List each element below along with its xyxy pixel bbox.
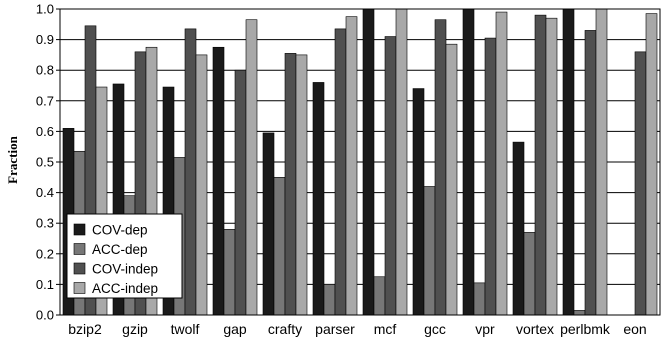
bar-acc-dep-vortex (523, 232, 536, 316)
y-tick-label: 0.9 (36, 32, 54, 47)
bar-cov-indep-twolf (184, 28, 197, 316)
bar-cov-dep-vortex (512, 141, 525, 316)
x-category-label: gzip (122, 321, 148, 337)
y-tick-label: 1.0 (36, 2, 54, 17)
bar-cov-indep-eon (634, 51, 647, 316)
bar-acc-dep-gap (223, 229, 236, 316)
bar-acc-dep-mcf (373, 276, 386, 316)
bar-cov-indep-gcc (434, 19, 447, 316)
y-tick-label: 0.0 (36, 308, 54, 323)
bar-acc-dep-vpr (473, 282, 486, 316)
bar-cov-dep-gcc (412, 88, 425, 316)
y-tick-label: 0.8 (36, 63, 54, 78)
bar-acc-dep-gcc (423, 186, 436, 316)
y-axis-ticks: 0.0 0.1 0.2 0.3 0.4 0.5 0.6 0.7 0.8 0.9 1.0 (36, 2, 60, 323)
x-category-label: vortex (516, 321, 554, 337)
y-tick-label: 0.4 (36, 185, 54, 200)
bar-cov-indep-gap (234, 69, 247, 316)
bar-cov-indep-vortex (534, 14, 547, 316)
x-category-label: bzip2 (68, 321, 102, 337)
y-tick-label: 0.6 (36, 124, 54, 139)
legend-label: COV-indep (92, 262, 158, 277)
bar-cov-dep-mcf (362, 8, 375, 316)
bar-cov-dep-perlbmk (562, 8, 575, 316)
bar-acc-indep-gcc (445, 43, 458, 316)
x-category-label: crafty (268, 321, 302, 337)
legend-box (66, 213, 183, 299)
bar-acc-indep-gap (245, 19, 258, 316)
y-tick-label: 0.2 (36, 246, 54, 261)
legend-label: ACC-dep (92, 242, 148, 257)
bar-cov-indep-parser (334, 28, 347, 316)
bar-acc-indep-eon (645, 13, 658, 316)
x-category-label: gap (223, 321, 247, 337)
x-category-label: gcc (424, 321, 446, 337)
bar-cov-indep-mcf (384, 36, 397, 316)
bar-acc-dep-crafty (273, 177, 286, 316)
bar-acc-indep-vortex (545, 17, 558, 316)
bar-cov-dep-vpr (462, 8, 475, 316)
x-axis-categories: bzip2 gzip twolf gap crafty parser mcf gcc vpr vo… (68, 321, 646, 337)
y-axis-label: Fraction (5, 135, 20, 183)
x-category-label: parser (315, 321, 355, 337)
x-category-label: eon (623, 321, 646, 337)
bar-acc-indep-perlbmk (595, 8, 608, 316)
legend: COV-dep ACC-dep COV-indep ACC-indep (66, 213, 183, 299)
bar-cov-indep-crafty (284, 53, 297, 316)
y-tick-label: 0.5 (36, 155, 54, 170)
bar-acc-dep-perlbmk (573, 310, 586, 316)
x-category-label: mcf (374, 321, 397, 337)
legend-swatch (73, 243, 86, 255)
x-category-label: twolf (171, 321, 200, 337)
legend-swatch (73, 262, 86, 275)
y-tick-label: 0.3 (36, 216, 54, 231)
legend-label: ACC-indep (92, 281, 158, 296)
bar-cov-dep-gap (212, 46, 225, 316)
bar-acc-indep-twolf (195, 54, 208, 316)
legend-swatch (73, 223, 86, 236)
bar-cov-dep-crafty (262, 132, 275, 316)
bar-acc-indep-parser (345, 16, 358, 316)
bar-acc-indep-crafty (295, 54, 308, 316)
y-tick-label: 0.7 (36, 93, 54, 108)
legend-swatch (73, 282, 86, 294)
legend-label: COV-dep (92, 223, 148, 238)
bar-cov-indep-vpr (484, 37, 497, 316)
x-category-label: vpr (475, 321, 495, 337)
x-category-label: perlbmk (560, 321, 611, 337)
bar-cov-indep-perlbmk (584, 30, 597, 316)
y-tick-label: 0.1 (36, 277, 54, 292)
bar-acc-indep-mcf (395, 8, 408, 316)
bar-acc-dep-parser (323, 284, 336, 316)
bar-acc-indep-vpr (495, 11, 508, 316)
bar-cov-dep-parser (312, 82, 325, 316)
